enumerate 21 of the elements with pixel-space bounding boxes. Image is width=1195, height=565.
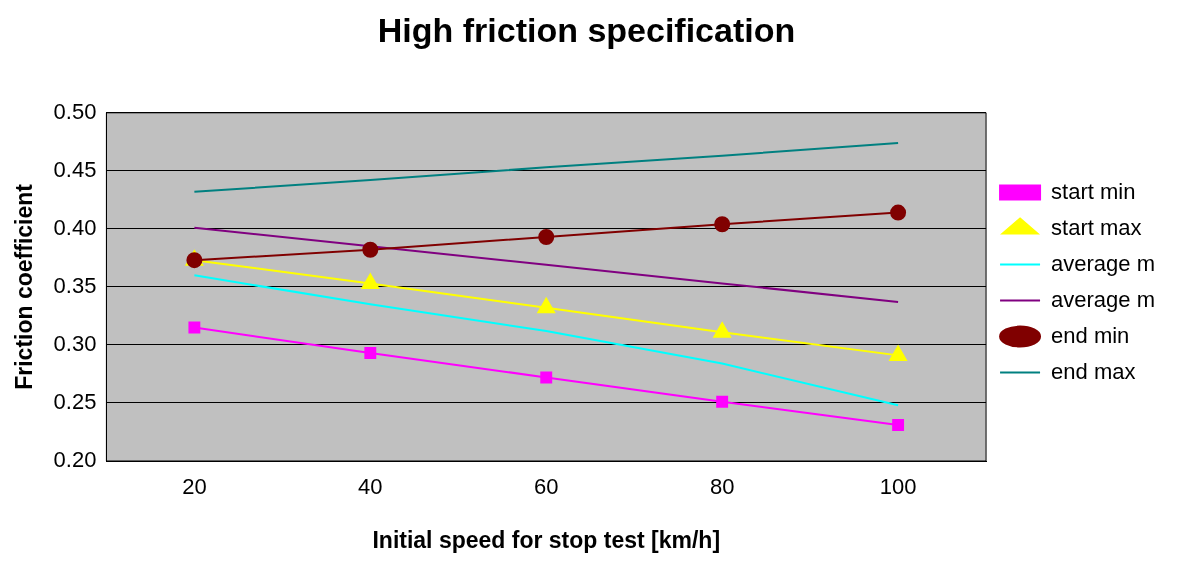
y-tick-label: 0.25 (53, 389, 97, 415)
y-tick-label: 0.30 (53, 331, 97, 356)
y-tick-label: 0.45 (53, 156, 97, 182)
x-axis-title: Initial speed for stop test [km/h] (372, 526, 721, 553)
legend-label: start min (1051, 178, 1136, 204)
x-tick-label: 100 (879, 474, 917, 500)
y-tick-label: 0.40 (53, 214, 97, 240)
x-tick-label: 20 (182, 474, 207, 500)
y-tick-label: 0.50 (53, 98, 97, 124)
legend-label: average m (1051, 250, 1156, 276)
legend-label: start max (1051, 214, 1142, 240)
x-tick-label: 60 (534, 474, 559, 500)
legend-label: end min (1051, 322, 1130, 348)
y-tick-label: 0.35 (53, 272, 97, 298)
legend-label: end max (1051, 358, 1136, 384)
y-axis-title: Friction coefficient (11, 183, 38, 390)
chart-title: High friction specification (377, 10, 796, 49)
legend-label: average m (1051, 286, 1156, 312)
y-tick-label: 0.20 (53, 447, 97, 473)
x-tick-label: 80 (709, 474, 735, 500)
x-tick-label: 40 (358, 474, 383, 500)
